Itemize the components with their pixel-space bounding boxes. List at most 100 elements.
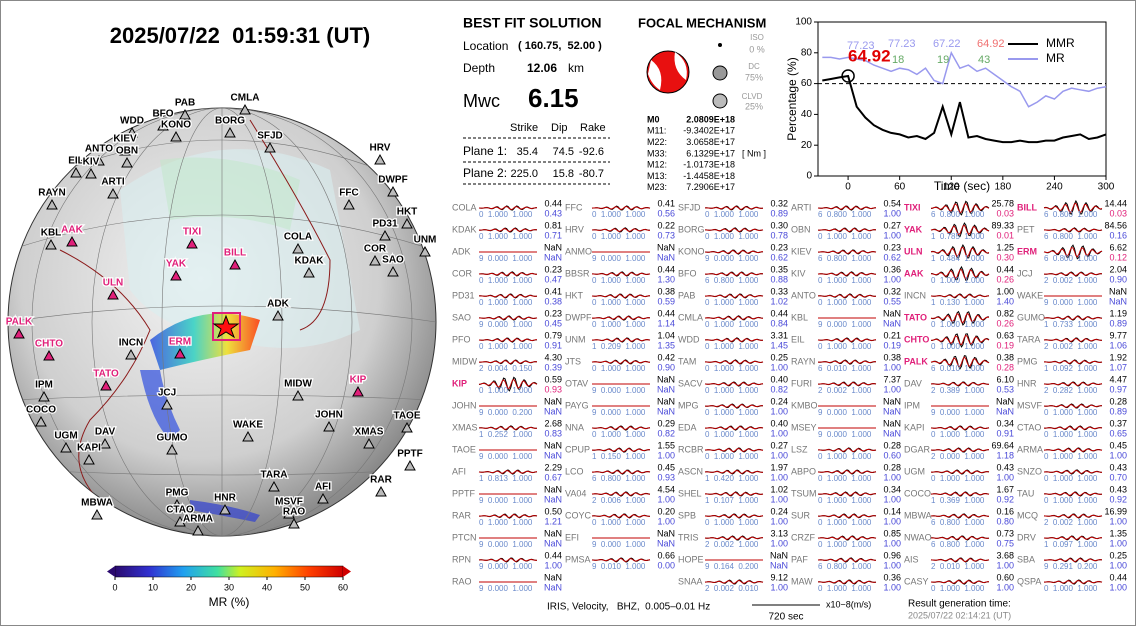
- colorbar-tick-label: 50: [300, 582, 310, 592]
- station-name: ARMA: [1017, 444, 1043, 454]
- station-params: 6 0.800 1.000: [705, 276, 759, 285]
- station-params: 0 1.000 1.000: [705, 210, 759, 219]
- station-params: 2 0.004 0.150: [479, 364, 533, 373]
- station-cc: 1.00: [657, 450, 675, 460]
- station-name: ADK: [452, 246, 471, 256]
- station-vr: 0.38: [996, 352, 1014, 362]
- station-cc: 1.00: [883, 538, 901, 548]
- station-params: 0 1.000 1.000: [931, 320, 985, 329]
- station-vr: 0.24: [770, 506, 788, 516]
- station-label: KONO: [161, 120, 191, 131]
- waveform-synthetic: [479, 557, 538, 562]
- station-params: 0 1.000 1.000: [1044, 474, 1098, 483]
- beachball-part: [648, 60, 662, 90]
- station-vr: 0.42: [657, 352, 675, 362]
- station-marker: [268, 480, 280, 492]
- station-vr: 2.68: [544, 418, 562, 428]
- station-params: 9 0.000 1.000: [479, 254, 533, 263]
- plane-value: -92.6: [579, 146, 604, 158]
- station-label: SAO: [382, 255, 404, 266]
- station-params: 0 1.000 1.000: [705, 298, 759, 307]
- station-vr: 0.23: [770, 242, 788, 252]
- component-label: DC: [748, 62, 760, 71]
- station-vr: 1.92: [1109, 352, 1127, 362]
- waveform-synthetic: [818, 492, 877, 497]
- station-cc: 1.00: [883, 274, 901, 284]
- station-vr: 0.32: [770, 198, 788, 208]
- station-marker: [107, 288, 119, 300]
- station-marker: [374, 153, 386, 165]
- station-params: 0 1.000 1.000: [931, 430, 985, 439]
- depth: 12.06: [527, 61, 557, 75]
- station-vr: 0.32: [883, 286, 901, 296]
- station-label: HRV: [370, 143, 391, 154]
- station-vr: 0.45: [657, 462, 675, 472]
- station-vr: 1.02: [770, 484, 788, 494]
- station-label: BFO: [152, 109, 173, 120]
- station-cc: 0.80: [996, 516, 1014, 526]
- waveform-synthetic: [1043, 469, 1102, 474]
- station-vr: NaN: [883, 418, 901, 428]
- waveform-synthetic: [817, 469, 877, 475]
- station-marker: [343, 198, 355, 210]
- station-vr: NaN: [544, 440, 562, 450]
- station-label: WDD: [120, 116, 144, 127]
- annotation: 67.22: [933, 38, 961, 50]
- station-vr: 0.16: [996, 506, 1014, 516]
- station-vr: 0.66: [657, 550, 675, 560]
- station-params: 0 1.000 1.000: [592, 518, 646, 527]
- station-cc: 1.00: [883, 208, 901, 218]
- station-params: 9 0.000 1.000: [592, 254, 646, 263]
- station-label: ARMA: [183, 514, 213, 525]
- station-name: ASCN: [678, 466, 703, 476]
- station-vr: 89.33: [991, 220, 1014, 230]
- plane-label: Plane 1:: [463, 144, 507, 158]
- station-cc: 0.38: [544, 296, 562, 306]
- station-params: 1 0.107 1.000: [705, 496, 759, 505]
- station-name: PAYG: [565, 400, 589, 410]
- waveform-synthetic: [592, 315, 651, 320]
- waveform-synthetic: [1044, 426, 1103, 431]
- waveform-synthetic: [1044, 359, 1103, 365]
- filter: IRIS, Velocity, BHZ, 0.005–0.01 Hz: [547, 602, 710, 613]
- station-cc: NaN: [657, 252, 675, 262]
- station-cc: 0.92: [996, 494, 1014, 504]
- station-params: 1 0.369 1.000: [931, 496, 985, 505]
- station-name: ANMO: [565, 246, 592, 256]
- station-name: RPN: [452, 554, 471, 564]
- annotation: 18: [892, 54, 904, 66]
- station-cc: 0.19: [996, 340, 1014, 350]
- moment-value: -1.4458E+18: [683, 171, 735, 181]
- station-name: TIXI: [904, 202, 921, 212]
- colorbar-end: [343, 566, 351, 577]
- waveform-synthetic: [931, 535, 990, 540]
- station-vr: 0.34: [883, 484, 901, 494]
- station-label: SFJD: [257, 131, 283, 142]
- station-marker: [283, 507, 295, 519]
- moment-label: M23:: [647, 182, 667, 192]
- epicenter-box: [212, 312, 241, 341]
- station-name: SBA: [1017, 554, 1035, 564]
- waveform-synthetic: [592, 513, 651, 518]
- waveform-synthetic: [478, 470, 538, 475]
- station-params: 2 0.002 1.000: [818, 386, 872, 395]
- station-label: TIXI: [183, 227, 202, 238]
- station-vr: 0.28: [1109, 396, 1127, 406]
- waveform-synthetic: [817, 205, 876, 210]
- waveform-synthetic: [478, 272, 537, 277]
- y-tick-label: 80: [801, 47, 813, 58]
- moment-label: M0: [647, 114, 660, 124]
- station-cc: 0.53: [996, 384, 1014, 394]
- colorbar-tick-label: 60: [338, 582, 348, 592]
- station-name: ABPO: [791, 466, 816, 476]
- station-name: SFJD: [678, 202, 701, 212]
- waveform-synthetic: [704, 293, 764, 298]
- station-marker: [404, 459, 416, 471]
- waveform-synthetic: [1043, 228, 1103, 233]
- station-params: 0 1.000 1.000: [818, 518, 872, 527]
- waveform-synthetic: [705, 404, 764, 409]
- station-cc: 1.00: [770, 516, 788, 526]
- station-label: HNR: [214, 493, 236, 504]
- station-label: OBN: [116, 146, 138, 157]
- station-cc: 0.97: [1109, 384, 1127, 394]
